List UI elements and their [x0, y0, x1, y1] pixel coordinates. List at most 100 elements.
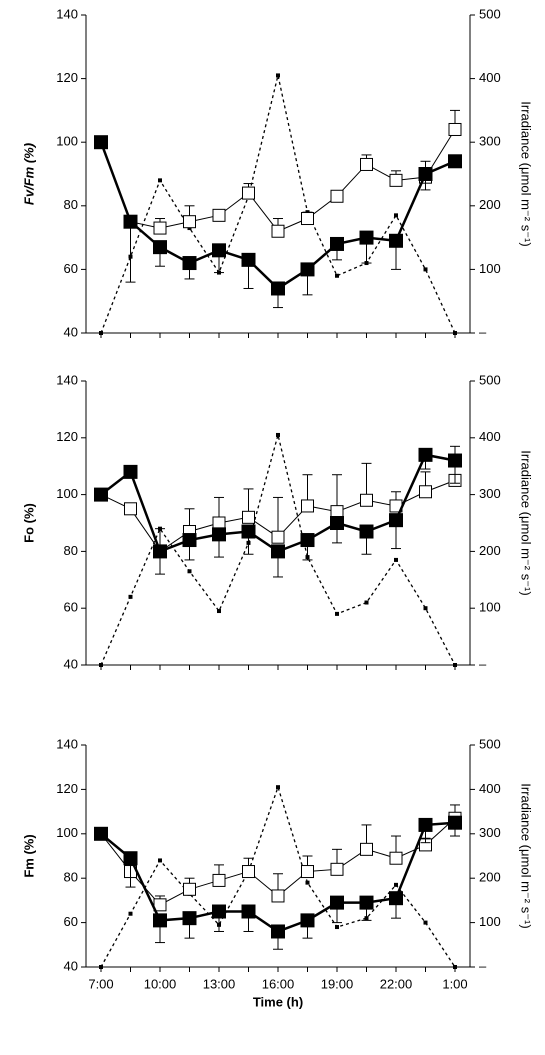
y2-tick-label: 200: [479, 197, 501, 212]
point: [276, 432, 280, 437]
point: [187, 569, 192, 574]
point: [335, 925, 339, 930]
y-tick-label: 120: [56, 70, 78, 85]
y2-tick-label: 300: [479, 134, 501, 149]
point: [453, 965, 457, 969]
point: [423, 606, 428, 611]
point: [271, 281, 285, 296]
point: [330, 505, 344, 519]
y2-tick-label: 400: [479, 429, 501, 444]
y2-tick-label: 100: [479, 600, 501, 615]
series-line: [99, 141, 456, 291]
y-tick-label: 80: [64, 197, 78, 212]
point: [99, 331, 103, 335]
point: [330, 189, 344, 203]
point: [360, 157, 373, 171]
point: [419, 485, 432, 499]
point: [453, 663, 457, 667]
point: [242, 865, 255, 879]
point: [241, 524, 256, 539]
point: [394, 882, 398, 887]
y2-tick-label: 100: [479, 914, 501, 929]
point: [360, 842, 373, 856]
x-tick-label: 1:00: [442, 976, 467, 991]
point: [217, 609, 221, 614]
y-tick-label: 40: [64, 324, 78, 339]
point: [300, 262, 315, 277]
point: [212, 208, 226, 222]
point: [300, 533, 315, 548]
point: [158, 178, 162, 183]
y-tick-label: 80: [64, 870, 78, 885]
point: [394, 213, 398, 218]
y2-tick-label: 500: [479, 736, 501, 751]
point: [271, 530, 285, 544]
point: [212, 873, 226, 887]
point: [158, 858, 162, 863]
point: [359, 895, 374, 910]
point: [305, 880, 310, 885]
x-tick-label: 13:00: [203, 976, 236, 991]
y-axis-label: Fm (%): [21, 834, 36, 877]
y-tick-label: 100: [56, 134, 78, 149]
point: [94, 487, 108, 502]
y2-tick-label: 300: [479, 486, 501, 501]
point: [271, 544, 285, 559]
point: [128, 911, 133, 916]
x-tick-label: 7:00: [88, 976, 113, 991]
point: [242, 186, 255, 200]
y2-axis-label: Irradiance (μmol m⁻² s⁻¹): [519, 101, 534, 246]
point: [212, 243, 226, 258]
point: [99, 965, 103, 969]
y-tick-label: 80: [64, 543, 78, 558]
point: [153, 221, 167, 235]
point: [335, 611, 339, 616]
y2-tick-label: 400: [479, 781, 501, 796]
point: [423, 267, 428, 272]
point: [453, 331, 457, 335]
point: [128, 594, 133, 599]
point: [394, 557, 398, 562]
point: [183, 882, 196, 896]
point: [94, 826, 108, 841]
point: [123, 214, 138, 229]
point: [359, 524, 374, 539]
point: [124, 502, 137, 516]
y2-tick-label: –: [479, 656, 487, 671]
y-tick-label: 60: [64, 261, 78, 276]
point: [241, 252, 256, 267]
point: [123, 464, 138, 479]
point: [418, 817, 433, 832]
x-tick-label: 10:00: [144, 976, 177, 991]
y-tick-label: 60: [64, 914, 78, 929]
y-tick-label: 60: [64, 600, 78, 615]
point: [423, 920, 428, 925]
point: [153, 913, 167, 928]
y-axis-label: Fo (%): [21, 503, 36, 543]
x-tick-label: 22:00: [380, 976, 413, 991]
point: [389, 513, 403, 528]
y2-axis-label: Irradiance (μmol m⁻² s⁻¹): [519, 783, 534, 928]
y-tick-label: 140: [56, 6, 78, 21]
point: [271, 924, 285, 939]
y2-axis-label: Irradiance (μmol m⁻² s⁻¹): [519, 450, 534, 595]
y2-tick-label: 500: [479, 6, 501, 21]
point: [242, 510, 255, 524]
point: [301, 499, 314, 513]
point: [99, 663, 103, 667]
y2-tick-label: 400: [479, 70, 501, 85]
point: [182, 256, 197, 271]
x-tick-label: 19:00: [321, 976, 354, 991]
point: [389, 891, 403, 906]
point: [212, 527, 226, 542]
y2-tick-label: 200: [479, 543, 501, 558]
point: [123, 851, 138, 866]
y-tick-label: 120: [56, 781, 78, 796]
y2-tick-label: –: [479, 958, 487, 973]
point: [418, 167, 433, 181]
point: [389, 173, 403, 187]
point: [183, 215, 196, 229]
y-tick-label: 100: [56, 486, 78, 501]
point: [94, 135, 108, 150]
y2-tick-label: 100: [479, 261, 501, 276]
